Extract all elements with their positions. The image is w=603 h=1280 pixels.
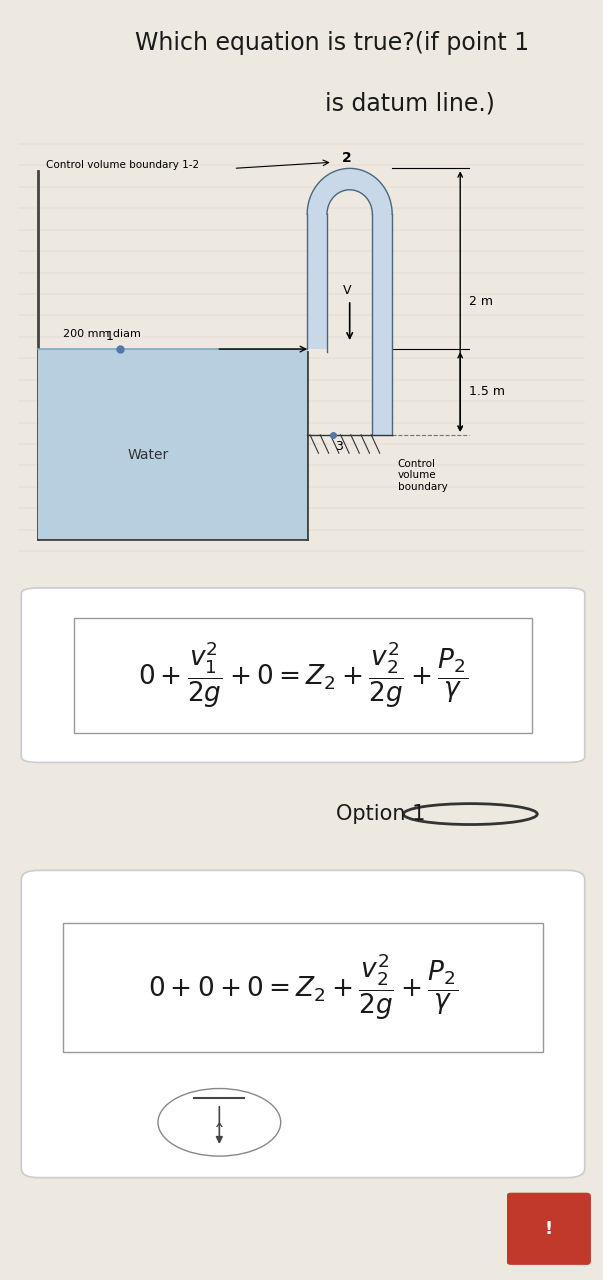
Text: $0+0+0 = Z_2 + \dfrac{v_2^2}{2g} + \dfrac{P_2}{\gamma}$: $0+0+0 = Z_2 + \dfrac{v_2^2}{2g} + \dfra… <box>148 952 458 1023</box>
Polygon shape <box>307 169 392 214</box>
FancyBboxPatch shape <box>74 618 532 732</box>
Text: $0+\dfrac{v_1^2}{2g} + 0 = Z_2 + \dfrac{v_2^2}{2g} + \dfrac{P_2}{\gamma}$: $0+\dfrac{v_1^2}{2g} + 0 = Z_2 + \dfrac{… <box>138 640 468 710</box>
Text: 2 m: 2 m <box>469 296 493 308</box>
Text: Option 1: Option 1 <box>336 804 426 824</box>
FancyBboxPatch shape <box>21 588 585 763</box>
Text: Control volume boundary 1-2: Control volume boundary 1-2 <box>46 160 200 170</box>
Text: Control
volume
boundary: Control volume boundary <box>398 458 447 492</box>
Text: 1: 1 <box>106 330 114 343</box>
Text: $\hat{}$: $\hat{}$ <box>215 1112 224 1133</box>
Text: Water: Water <box>128 448 169 462</box>
Text: Which equation is true?(if point 1: Which equation is true?(if point 1 <box>134 31 529 55</box>
Text: 3: 3 <box>335 440 343 453</box>
FancyBboxPatch shape <box>21 870 585 1178</box>
Bar <box>38 349 307 539</box>
Text: !: ! <box>545 1220 553 1238</box>
FancyBboxPatch shape <box>507 1193 591 1265</box>
Text: 200 mm diam: 200 mm diam <box>63 329 141 339</box>
Text: 1.5 m: 1.5 m <box>469 385 505 398</box>
Text: is datum line.): is datum line.) <box>325 92 495 115</box>
Text: 2: 2 <box>342 151 352 165</box>
FancyBboxPatch shape <box>63 923 543 1052</box>
Text: V: V <box>343 284 351 297</box>
